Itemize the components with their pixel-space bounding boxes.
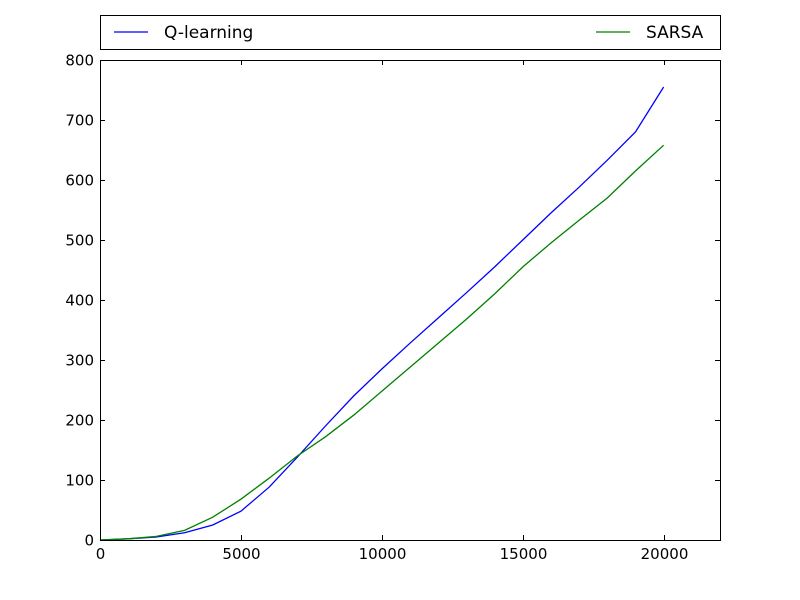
x-tick-label: 0 [96,545,106,563]
legend-label: Q-learning [164,23,253,43]
y-tick-label: 0 [84,532,94,550]
y-tick-label: 700 [65,112,94,130]
legend-label: SARSA [646,23,704,43]
y-tick-label: 500 [65,232,94,250]
y-tick-label: 100 [65,472,94,490]
y-tick-label: 400 [65,292,94,310]
plot-area-frame [100,60,721,541]
legend: Q-learning SARSA [100,15,721,50]
y-tick-label: 600 [65,172,94,190]
series-layer [99,86,665,541]
y-tick-label: 300 [65,352,94,370]
series-line-q-learning [99,86,665,541]
axis-ticks: 0 5000 10000 15000 20000 0 100 200 300 400 500 600 7… [65,52,720,563]
series-line-sarsa [99,144,665,541]
x-tick-label: 20000 [641,545,689,563]
x-tick-label: 15000 [500,545,548,563]
y-tick-label: 200 [65,412,94,430]
x-tick-label: 5000 [222,545,260,563]
y-tick-label: 800 [65,52,94,70]
x-tick-label: 10000 [359,545,407,563]
